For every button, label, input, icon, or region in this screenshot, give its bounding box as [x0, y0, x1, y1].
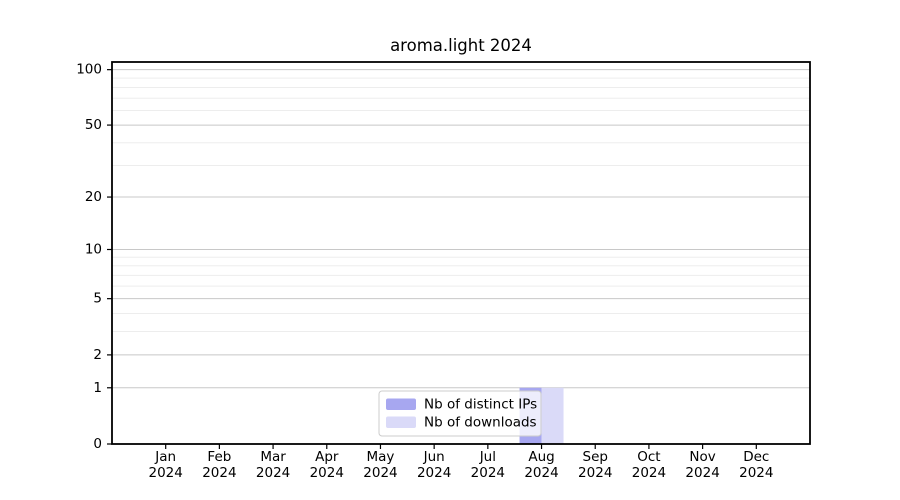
plot-border — [111, 61, 811, 445]
legend-label-nb-of-distinct-ips: Nb of distinct IPs — [424, 396, 537, 412]
x-tick-label-year-jun: 2024 — [417, 465, 451, 481]
x-tick-label-year-dec: 2024 — [739, 465, 773, 481]
gridlines-major — [112, 69, 810, 389]
y-tick-label-10: 10 — [85, 242, 102, 258]
x-tick-label-month-feb: Feb — [207, 449, 231, 465]
legend-label-nb-of-downloads: Nb of downloads — [424, 414, 537, 430]
y-tick-label-50: 50 — [85, 117, 102, 133]
legend-swatch-nb-of-distinct-ips — [386, 398, 416, 410]
x-tick-label-month-nov: Nov — [689, 449, 715, 465]
legend-swatch-nb-of-downloads — [386, 416, 416, 428]
x-tick-label-month-sep: Sep — [583, 449, 608, 465]
x-tick-label-year-aug: 2024 — [524, 465, 558, 481]
legend-box — [378, 390, 542, 437]
x-tick-label-month-apr: Apr — [315, 449, 339, 465]
x-tick-label-month-dec: Dec — [743, 449, 769, 465]
y-tick-label-20: 20 — [85, 189, 102, 205]
y-tick-label-2: 2 — [93, 347, 102, 363]
y-tick-label-0: 0 — [93, 436, 102, 452]
bar-nb-of-downloads-aug-2024 — [541, 387, 564, 444]
y-tick-label-1: 1 — [93, 380, 102, 396]
x-tick-label-year-oct: 2024 — [632, 465, 666, 481]
x-tick-label-year-apr: 2024 — [310, 465, 344, 481]
x-tick-label-month-aug: Aug — [528, 449, 554, 465]
x-tick-label-year-jan: 2024 — [149, 465, 183, 481]
x-tick-label-year-mar: 2024 — [256, 465, 290, 481]
chart-title: aroma.light 2024 — [390, 36, 532, 55]
x-tick-label-year-sep: 2024 — [578, 465, 612, 481]
y-axis-ticks: 0 1 2 5 10 20 50 100 — [76, 62, 112, 452]
x-tick-label-year-jul: 2024 — [471, 465, 505, 481]
x-tick-label-year-may: 2024 — [363, 465, 397, 481]
x-tick-label-month-may: May — [367, 449, 395, 465]
x-tick-label-month-jan: Jan — [154, 449, 176, 465]
gridlines-minor — [112, 77, 810, 333]
x-tick-label-month-jun: Jun — [423, 449, 445, 465]
y-tick-label-100: 100 — [76, 62, 102, 78]
x-tick-label-year-feb: 2024 — [202, 465, 236, 481]
y-tick-label-5: 5 — [93, 291, 102, 307]
x-tick-label-year-nov: 2024 — [685, 465, 719, 481]
x-tick-label-month-mar: Mar — [260, 449, 286, 465]
x-tick-label-month-jul: Jul — [479, 449, 496, 465]
x-axis-ticks: Jan2024Feb2024Mar2024Apr2024May2024Jun20… — [149, 444, 773, 481]
legend: Nb of distinct IPs Nb of downloads — [378, 390, 542, 437]
x-tick-label-month-oct: Oct — [637, 449, 660, 465]
